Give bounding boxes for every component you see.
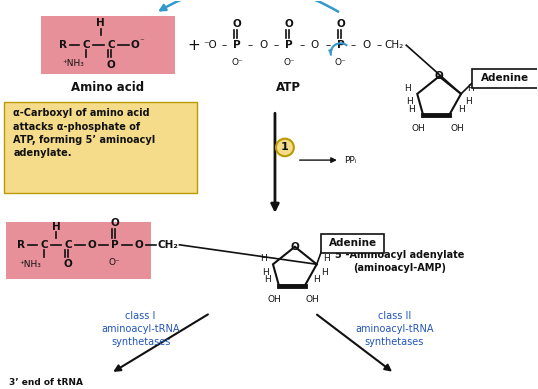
Text: Amino acid: Amino acid: [71, 81, 144, 94]
FancyBboxPatch shape: [4, 102, 197, 193]
Text: ⁻O: ⁻O: [203, 40, 217, 50]
Text: –: –: [377, 40, 382, 50]
Text: 5’-Aminoacyl adenylate
(aminoacyl-AMP): 5’-Aminoacyl adenylate (aminoacyl-AMP): [335, 250, 464, 273]
Text: 1: 1: [281, 142, 289, 152]
Text: H: H: [260, 254, 266, 263]
Text: H: H: [96, 18, 105, 28]
Text: H: H: [404, 84, 410, 93]
Text: ATP: ATP: [277, 81, 301, 94]
Text: –: –: [222, 40, 227, 50]
Text: O⁻: O⁻: [335, 58, 346, 67]
Text: P: P: [285, 40, 293, 50]
Text: O: O: [88, 240, 96, 250]
Text: OH: OH: [306, 295, 320, 304]
FancyBboxPatch shape: [321, 234, 385, 252]
Text: O: O: [259, 40, 267, 50]
Text: OH: OH: [412, 124, 425, 133]
Text: H: H: [468, 84, 475, 93]
Text: P: P: [337, 40, 344, 50]
Text: O⁻: O⁻: [231, 58, 243, 67]
Text: H: H: [321, 268, 328, 277]
Text: –: –: [325, 40, 330, 50]
Text: O: O: [134, 240, 143, 250]
Text: ⁺NH₃: ⁺NH₃: [62, 59, 84, 68]
Text: H: H: [465, 97, 472, 106]
Text: O: O: [130, 40, 139, 50]
Text: class II
aminoacyl-tRNA
synthetases: class II aminoacyl-tRNA synthetases: [355, 311, 434, 347]
Text: H: H: [408, 105, 415, 114]
Text: C: C: [82, 40, 90, 50]
Text: H: H: [264, 275, 271, 284]
Text: O: O: [107, 60, 115, 70]
Text: ⁻: ⁻: [139, 37, 144, 46]
Text: O: O: [233, 19, 242, 29]
FancyBboxPatch shape: [472, 68, 537, 88]
Text: H: H: [458, 105, 464, 114]
Text: Adenine: Adenine: [481, 73, 529, 83]
Text: H: H: [261, 268, 268, 277]
Text: P: P: [111, 240, 118, 250]
Text: +: +: [187, 38, 200, 53]
Text: class I
aminoacyl-tRNA
synthetases: class I aminoacyl-tRNA synthetases: [102, 311, 180, 347]
Text: OH: OH: [267, 295, 281, 304]
Text: O⁻: O⁻: [283, 58, 295, 67]
Text: α-Carboxyl of amino acid
attacks α-phosphate of
ATP, forming 5’ aminoacyl
adenyl: α-Carboxyl of amino acid attacks α-phosp…: [13, 109, 155, 158]
FancyBboxPatch shape: [6, 223, 151, 279]
Text: C: C: [64, 240, 72, 250]
Text: C: C: [40, 240, 48, 250]
Text: CH₂: CH₂: [157, 240, 178, 250]
Text: –: –: [273, 40, 279, 50]
Text: CH₂: CH₂: [385, 40, 404, 50]
Text: O: O: [63, 259, 73, 269]
Text: O: O: [336, 19, 345, 29]
Text: P: P: [233, 40, 241, 50]
Text: O: O: [435, 71, 443, 81]
FancyBboxPatch shape: [41, 16, 175, 74]
Text: H: H: [406, 97, 413, 106]
Text: C: C: [107, 40, 115, 50]
Text: H: H: [313, 275, 320, 284]
Text: ⁺NH₃: ⁺NH₃: [19, 260, 41, 269]
Text: O: O: [291, 242, 299, 252]
Text: R: R: [17, 240, 25, 250]
Text: 3’ end of tRNA: 3’ end of tRNA: [9, 378, 83, 387]
Text: O⁻: O⁻: [109, 258, 121, 267]
Text: O: O: [310, 40, 319, 50]
FancyArrowPatch shape: [160, 0, 338, 12]
Text: O: O: [285, 19, 293, 29]
Text: OH: OH: [450, 124, 464, 133]
Text: –: –: [247, 40, 253, 50]
Text: –: –: [299, 40, 305, 50]
Circle shape: [276, 138, 294, 156]
Text: Adenine: Adenine: [329, 238, 377, 248]
Text: –: –: [351, 40, 356, 50]
Text: H: H: [323, 254, 330, 263]
Text: H: H: [52, 222, 60, 232]
Text: O: O: [110, 218, 119, 228]
Text: O: O: [363, 40, 371, 50]
Text: PPᵢ: PPᵢ: [345, 156, 357, 165]
Text: R: R: [59, 40, 67, 50]
